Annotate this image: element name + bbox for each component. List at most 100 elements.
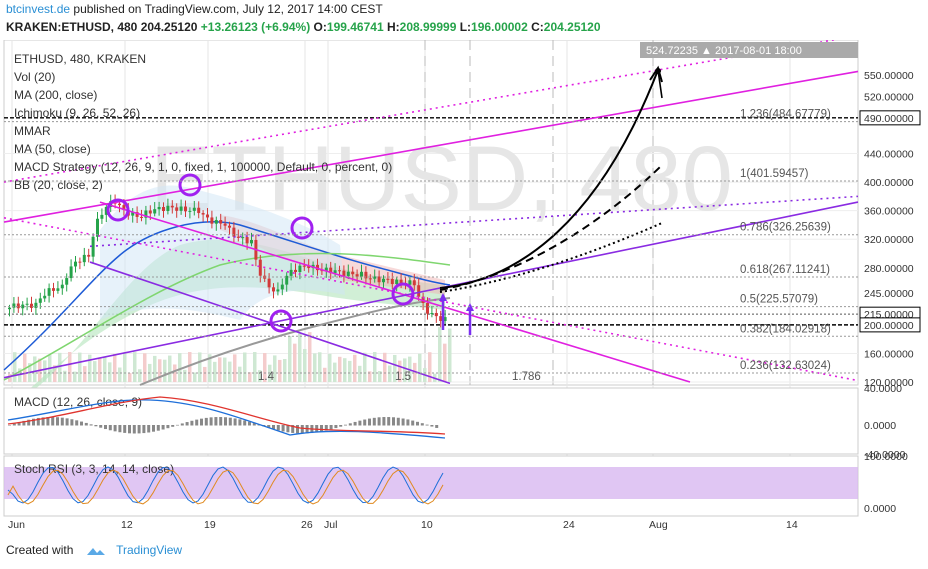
candle-body [12,303,16,308]
candle-body [135,212,139,217]
candle-body [214,220,218,224]
macd-histogram-bar [430,425,434,427]
price-tag [859,317,921,333]
candle-body [201,213,205,215]
volume-bar [208,354,212,382]
macd-histogram-bar [219,417,223,426]
price-axis[interactable]: 550.00000 520.00000 490.00000 440.00000 400.… [859,70,921,389]
macd-histogram-bar [195,419,199,426]
fib-label: 0.236(132.63024) [740,360,831,372]
high-value: 208.99999 [399,20,457,34]
volume-bar [378,371,382,382]
macd-histogram-bar [8,425,11,426]
close-value: 204.25120 [543,20,601,34]
volume-bar [113,353,117,382]
target-point [655,68,661,74]
volume-bar [443,343,447,382]
site-link[interactable]: btcinvest.de [6,2,71,16]
time-tick: 24 [563,519,575,531]
stoch-tick: 0.0000 [864,503,896,515]
legend-item: Vol (20) [14,70,55,84]
candle-body [197,207,201,214]
macd-histogram-bar [70,419,74,426]
candle-body [157,207,161,210]
volume-bar [98,357,102,382]
volume-label: 1.4 [258,371,275,383]
volume-bar [193,372,197,382]
volume-label: 1.5 [395,371,411,383]
volume-bar [358,365,362,382]
candle-body [175,207,179,211]
candle-body [166,205,170,212]
price-tick: 320.00000 [864,234,914,246]
macd-histogram-bar [142,425,146,434]
candle-body [170,205,174,208]
candle-body [368,278,372,280]
volume-bar [53,365,57,382]
volume-bar [138,369,142,382]
candle-body [285,275,289,285]
macd-histogram-bar [60,417,64,426]
symbol-label: KRAKEN:ETHUSD, 480 [6,20,138,34]
fib-label: 0.382(184.02918) [740,323,831,335]
candle-body [320,270,324,272]
candle-body [122,205,126,211]
time-axis[interactable]: Jun 12 19 26 Jul 10 24 Aug 14 [8,519,798,531]
candle-body [100,214,104,219]
crosshair-label: 524.72235 ▲ 2017-08-01 18:00 [646,45,802,57]
volume-bar [73,371,77,382]
macd-histogram-bar [27,419,31,426]
tradingview-link[interactable]: TradingView [116,543,183,557]
macd-histogram-bar [396,417,400,426]
stoch-d-line [7,469,444,505]
candle-body [434,313,438,317]
low-value: 196.00002 [471,20,528,34]
price-tag [859,110,921,126]
candle-body [329,267,333,274]
arrow-tail [657,69,663,99]
macd-histogram-bar [104,425,107,430]
candle-body [34,302,38,308]
candle-body [276,289,280,292]
price-tick: 280.00000 [864,263,914,275]
candle-body [390,278,394,285]
macd-histogram-bar [435,425,439,428]
volume-bar [58,352,62,382]
created-with-text: Created with [6,543,74,557]
candle-body [272,287,275,292]
legend-item: Ichimoku (9, 26, 52, 26) [14,106,140,120]
macd-histogram-bar [411,420,415,426]
volume-bar [263,353,267,382]
macd-histogram-bar [46,417,50,426]
volume-bar [323,367,327,382]
macd-histogram-bar [12,423,16,426]
candle-body [52,288,55,291]
macd-histogram-bar [180,423,184,426]
volume-bar [283,359,287,382]
volume-bar [168,355,172,382]
macd-histogram-bar [248,421,251,426]
candle-body [338,270,341,272]
moving-averages [3,221,451,386]
legend-item: BB (20, close, 2) [14,178,103,192]
volume-bar [118,367,122,382]
macd-histogram-bar [84,422,88,426]
candle-body [364,271,368,279]
volume-bar [78,352,82,382]
candle-body [30,303,33,308]
candle-body [96,218,99,237]
candle-body [228,225,231,228]
chart-canvas[interactable]: ETHUSD, 480 1.4 1.5 1.786 524.72235 ▲ 2017… [0,40,928,540]
candle-body [258,259,262,276]
candle-body [91,236,95,257]
open-value: 199.46741 [326,20,384,34]
macd-histogram-bar [401,418,405,426]
time-tick: 19 [204,519,216,531]
macd-histogram-bar [281,425,285,432]
candle-body [43,295,47,299]
stoch-k-line [7,466,444,504]
macd-histogram-bar [382,417,386,426]
legend-item: ETHUSD, 480, KRAKEN [14,52,146,66]
volume-bar [383,352,387,382]
candle-body [219,220,223,224]
